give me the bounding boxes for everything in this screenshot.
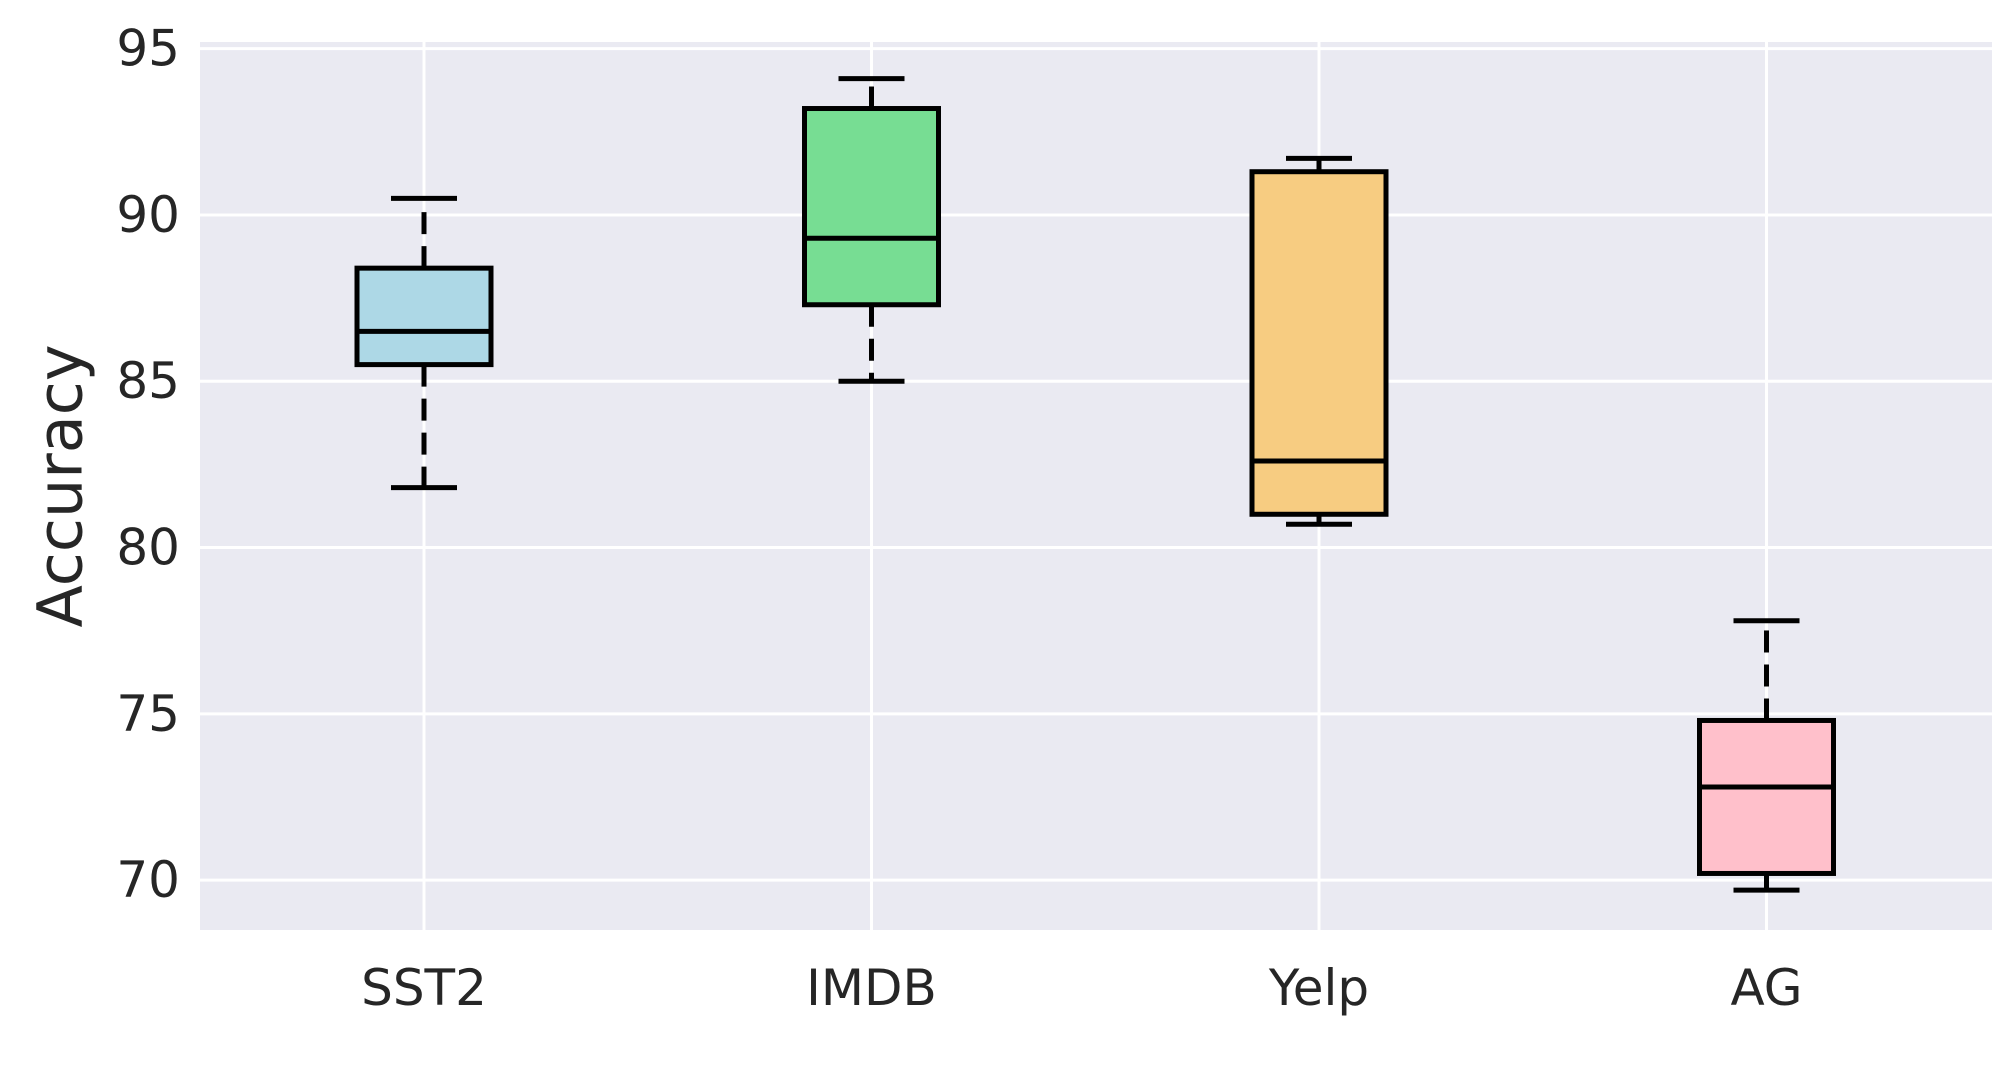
x-tick-label: IMDB — [806, 959, 937, 1017]
boxes — [354, 76, 1836, 893]
x-tick-label: SST2 — [361, 959, 487, 1017]
x-tick-label: AG — [1730, 959, 1802, 1017]
box-body — [354, 265, 494, 368]
box-ag — [1697, 618, 1836, 893]
y-axis-label: Accuracy — [24, 344, 97, 627]
y-tick-label: 85 — [116, 352, 180, 410]
y-tick-label: 90 — [116, 186, 180, 244]
y-tick-label: 75 — [116, 685, 180, 743]
y-tick-label: 70 — [116, 851, 180, 909]
plot-area — [200, 42, 1992, 930]
y-tick-labels: 70 75 80 85 90 95 — [116, 20, 180, 909]
box-body — [1249, 169, 1389, 517]
y-tick-label: 80 — [116, 519, 180, 577]
box-sst2 — [354, 195, 494, 491]
box-body — [802, 106, 941, 308]
x-tick-label: Yelp — [1268, 959, 1369, 1017]
y-tick-label: 95 — [116, 20, 180, 78]
x-tick-labels: SST2 IMDB Yelp AG — [361, 959, 1802, 1017]
box-body — [1697, 717, 1836, 876]
box-yelp — [1249, 155, 1389, 527]
box-imdb — [802, 76, 941, 384]
